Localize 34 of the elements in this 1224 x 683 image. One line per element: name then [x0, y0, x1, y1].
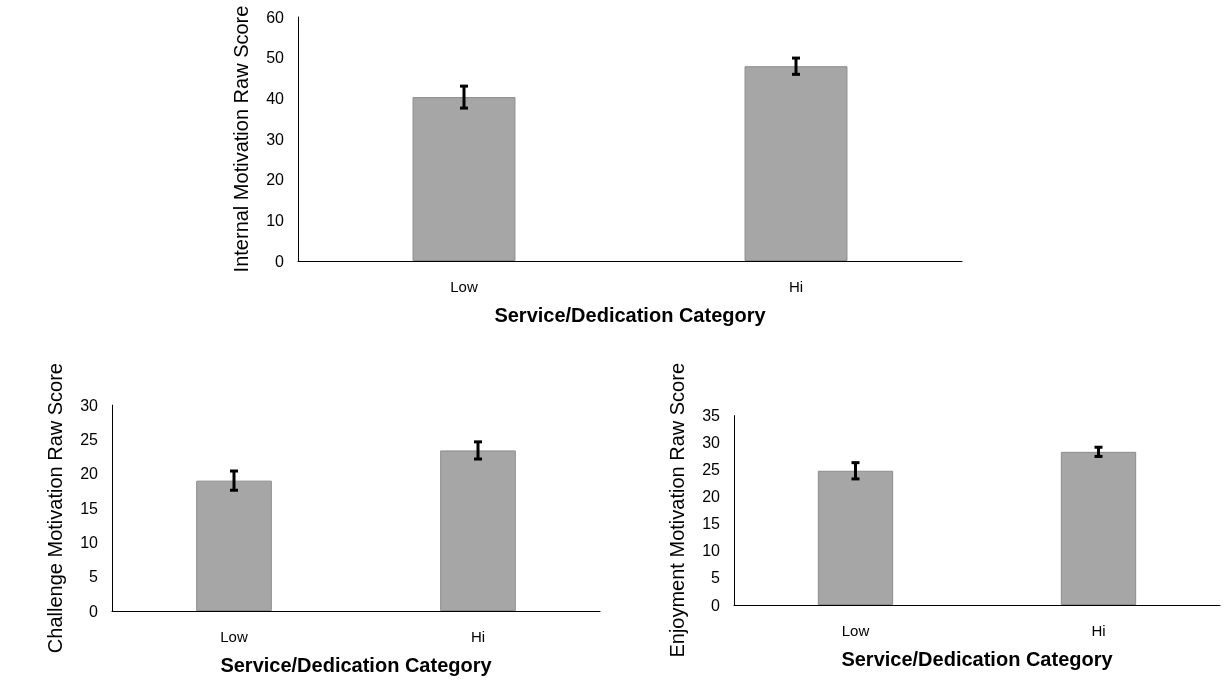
y-tick-label: 0 [89, 602, 99, 620]
y-tick-label: 10 [266, 211, 285, 229]
x-axis-title: Service/Dedication Category [220, 654, 493, 676]
y-tick-label: 25 [80, 430, 99, 448]
x-axis-title: Service/Dedication Category [494, 304, 767, 326]
y-tick-label: 60 [266, 8, 285, 26]
y-tick-label: 5 [89, 568, 99, 586]
y-axis-title: Internal Motivation Raw Score [230, 5, 252, 273]
x-tick-label: Low [841, 622, 870, 639]
x-tick-label: Hi [788, 278, 804, 295]
y-tick-label: 10 [702, 542, 721, 560]
y-tick-label: 25 [702, 461, 721, 479]
y-tick-label: 20 [702, 488, 721, 506]
y-tick-label: 40 [266, 89, 285, 107]
x-tick-label: Low [220, 628, 248, 645]
y-tick-label: 50 [266, 49, 285, 67]
y-tick-label: 30 [702, 434, 721, 452]
y-tick-label: 5 [711, 569, 721, 587]
y-tick-label: 15 [702, 515, 721, 533]
y-axis-title: Enjoyment Motivation Raw Score [666, 363, 688, 658]
y-tick-label: 20 [266, 171, 285, 189]
y-tick-label: 15 [80, 499, 99, 517]
y-axis-title: Challenge Motivation Raw Score [44, 363, 66, 654]
y-tick-label: 10 [80, 533, 99, 551]
y-tick-label: 0 [711, 596, 721, 614]
y-tick-label: 30 [80, 396, 99, 414]
y-tick-label: 0 [275, 252, 285, 270]
x-tick-label: Hi [470, 628, 486, 645]
y-tick-label: 20 [80, 465, 99, 483]
y-tick-label: 35 [702, 407, 721, 425]
x-tick-label: Low [450, 278, 478, 295]
x-axis-title: Service/Dedication Category [841, 648, 1114, 670]
x-tick-label: Hi [1091, 622, 1106, 639]
y-tick-label: 30 [266, 130, 285, 148]
